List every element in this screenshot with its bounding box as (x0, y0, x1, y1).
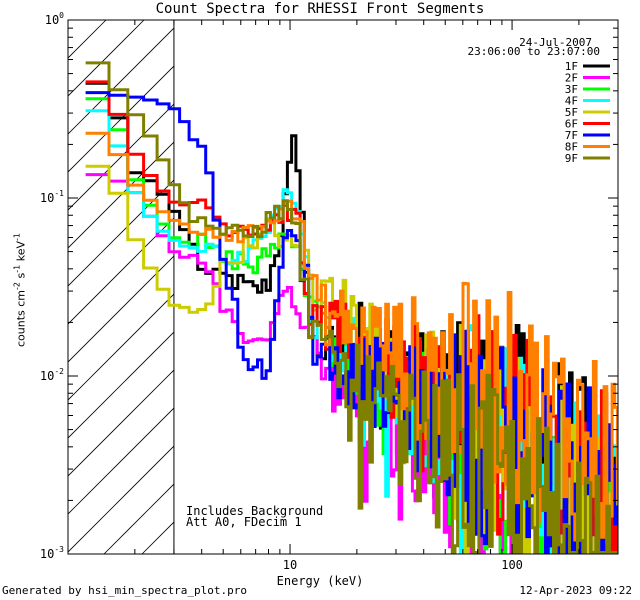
legend-label-8F: 8F (565, 141, 578, 154)
legend-label-2F: 2F (565, 72, 578, 85)
hatch-line (68, 369, 174, 477)
hatch-line (68, 65, 174, 173)
hatch-line (68, 179, 174, 287)
footer-timestamp: 12-Apr-2023 09:22 (519, 584, 632, 597)
legend-label-4F: 4F (565, 95, 578, 108)
x-tick-label: 100 (501, 558, 523, 572)
y-tick-label: 10-2 (40, 367, 64, 383)
time-range-annotation: 23:06:00 to 23:07:00 (467, 45, 600, 58)
plot-frame (67, 19, 619, 555)
series-9F (85, 61, 618, 554)
footer-generated-by: Generated by hsi_min_spectra_plot.pro (2, 584, 248, 597)
hatch-line (68, 255, 174, 363)
hatch-line (68, 217, 174, 325)
y-axis-label: counts cm-2 s-1 keV-1 (12, 233, 28, 347)
series-layer (85, 61, 618, 554)
legend-label-5F: 5F (565, 106, 578, 119)
attenuator-note: Att A0, FDecim 1 (186, 515, 302, 529)
hatch-line (68, 20, 69, 21)
background-note: Includes Background (186, 504, 324, 518)
date-annotation: 24-Jul-2007 (519, 36, 592, 49)
chart-title: Count Spectra for RHESSI Front Segments (155, 1, 485, 17)
hatch-line (68, 293, 174, 401)
legend-label-3F: 3F (565, 83, 578, 96)
legend-label-9F: 9F (565, 152, 578, 165)
y-tick-label: 10-1 (40, 189, 64, 205)
x-tick-label: 10 (283, 558, 297, 572)
legend-label-7F: 7F (565, 129, 578, 142)
hatch-line (68, 27, 174, 135)
legend-label-6F: 6F (565, 118, 578, 131)
y-tick-label: 10-3 (40, 545, 64, 561)
x-axis-label: Energy (keV) (276, 574, 364, 588)
hatch-line (68, 407, 174, 515)
hatch-line (68, 445, 174, 553)
legend-label-1F: 1F (565, 60, 578, 73)
